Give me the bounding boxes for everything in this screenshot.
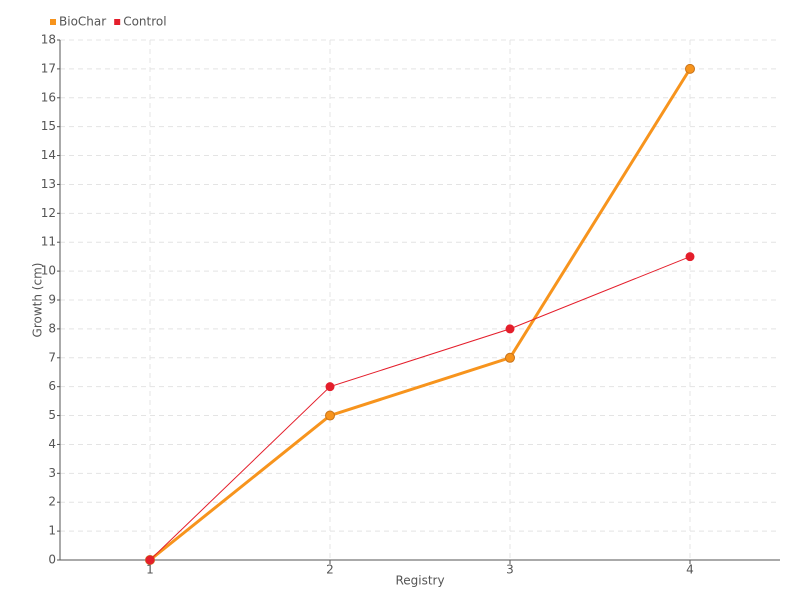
data-point [685,252,695,262]
y-tick-label: 8 [48,321,56,335]
y-tick-label: 9 [48,293,56,307]
series-line [149,68,692,562]
y-tick-label: 12 [41,206,56,220]
y-tick-label: 15 [41,119,56,133]
y-tick-label: 13 [41,177,56,191]
y-tick-label: 17 [41,61,56,75]
x-tick-label: 2 [326,563,334,577]
y-tick-label: 3 [48,466,56,480]
y-tick-label: 18 [41,33,56,47]
data-point [505,324,515,334]
x-tick-label: 3 [506,563,514,577]
legend-label: Control [123,15,166,29]
y-tick-label: 10 [41,264,56,278]
y-tick-label: 14 [41,148,56,162]
data-point [325,410,335,421]
legend-swatch [50,19,56,25]
y-tick-label: 5 [48,408,56,422]
x-axis-label: Registry [395,574,444,588]
y-tick-label: 0 [48,553,56,567]
y-tick-label: 4 [48,437,56,451]
x-tick-label: 4 [686,563,694,577]
y-tick-label: 6 [48,379,56,393]
x-tick-label: 1 [146,563,154,577]
y-tick-label: 16 [41,90,56,104]
data-point [145,555,155,565]
y-tick-label: 7 [48,350,56,364]
y-tick-label: 11 [41,235,56,249]
series-line [149,256,691,561]
legend-label: BioChar [59,15,106,29]
data-point [505,352,515,363]
y-tick-label: 1 [48,524,56,538]
legend-swatch [114,19,121,25]
y-tick-label: 2 [48,495,56,509]
data-point [685,63,695,74]
y-axis-label: Growth (cm) [31,263,45,338]
data-point [325,382,335,392]
